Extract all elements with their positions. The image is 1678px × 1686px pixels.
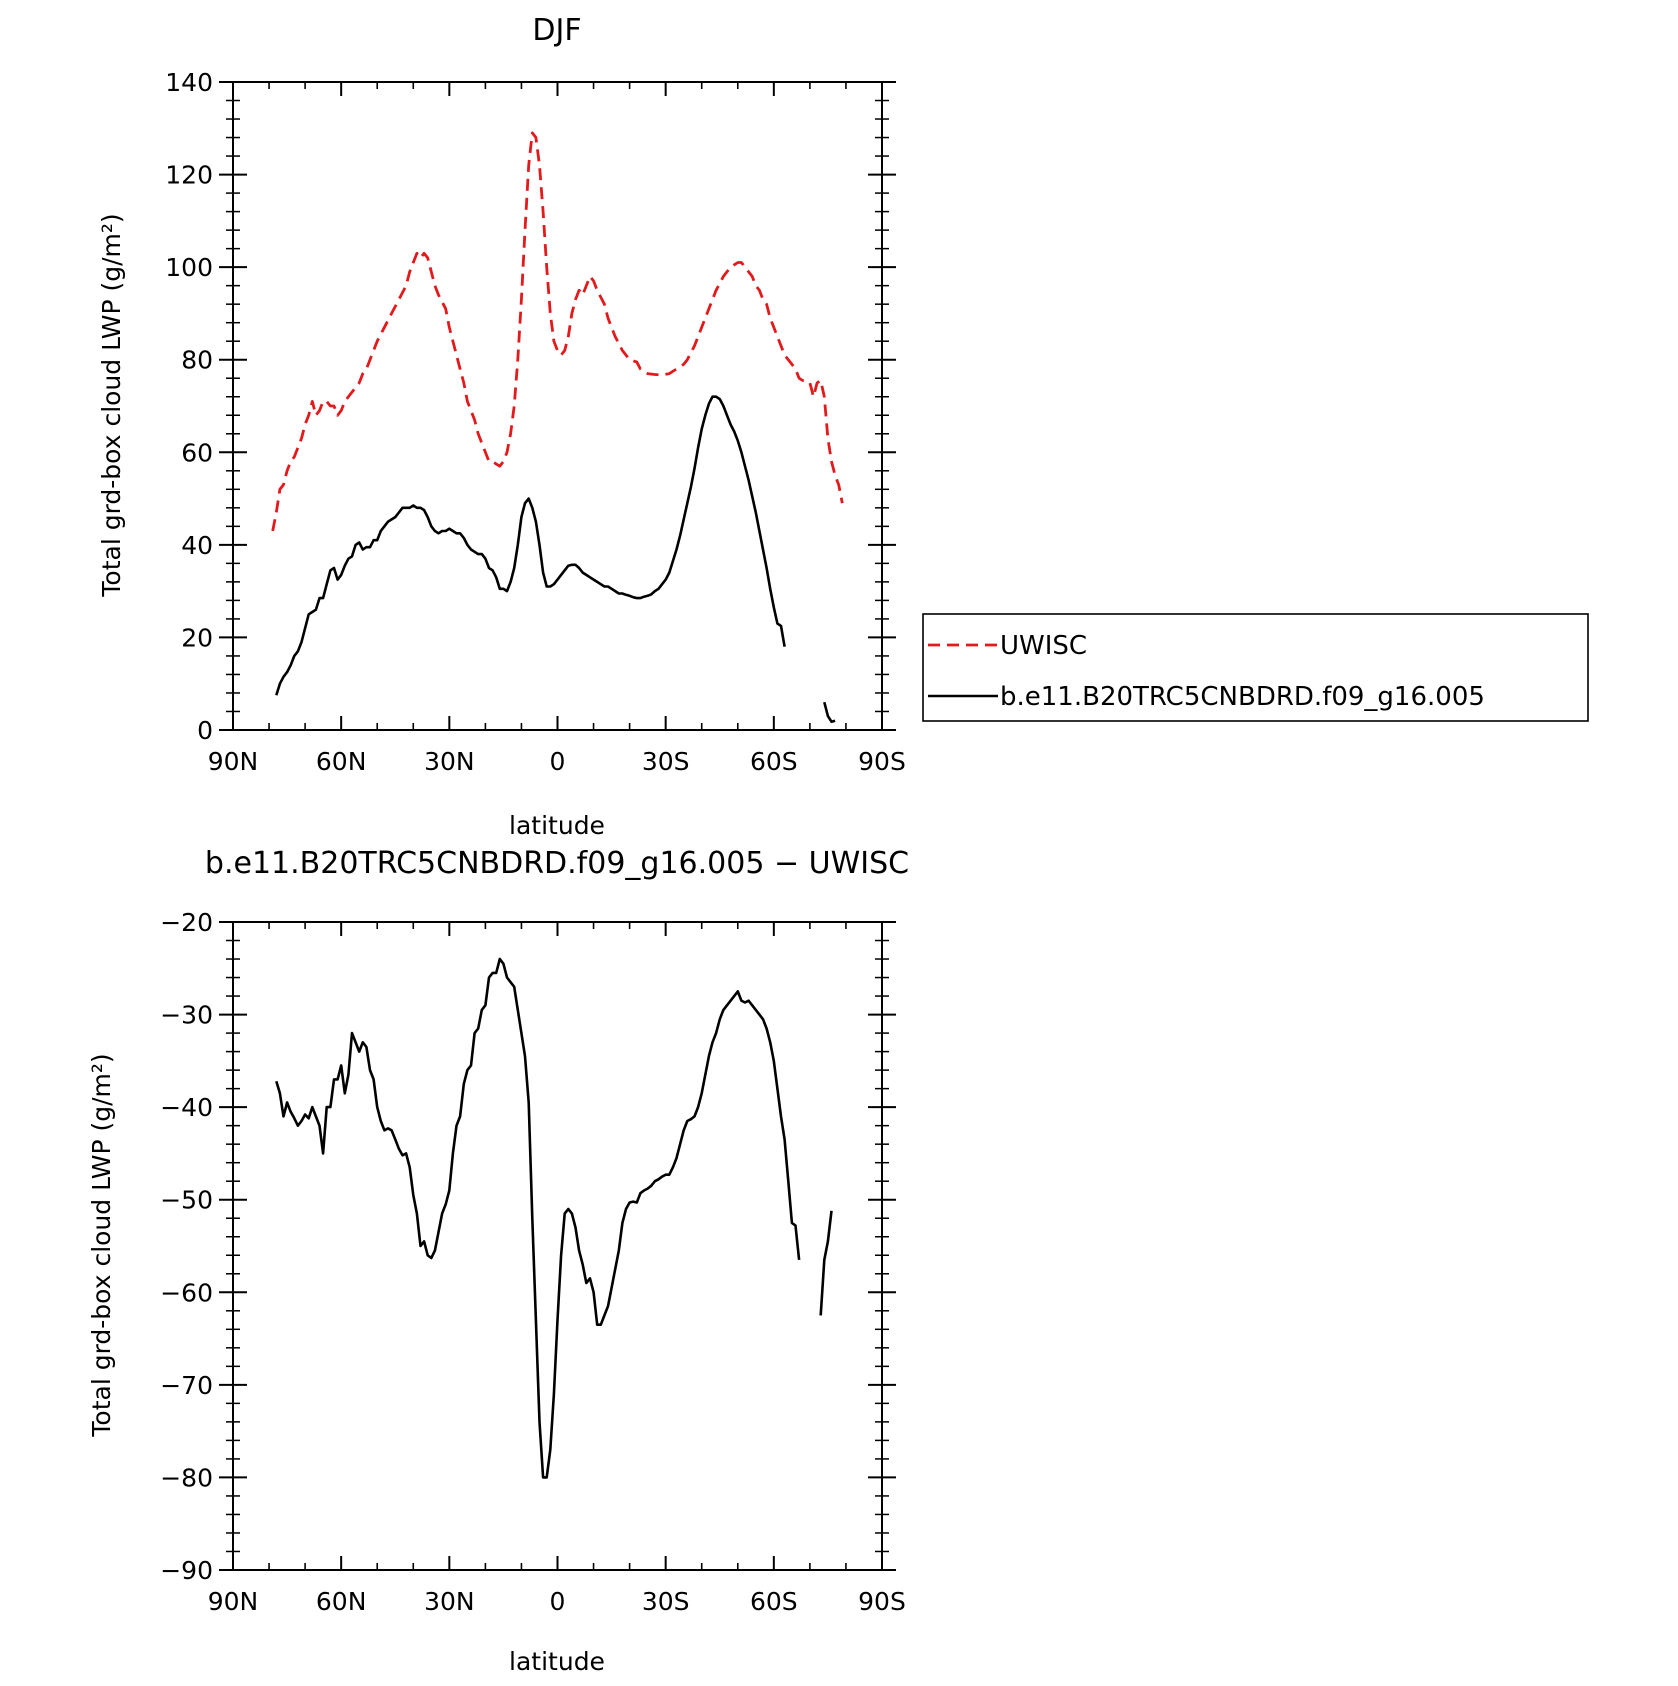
bottom-xtick-label: 30S	[642, 1587, 690, 1616]
bottom-xtick-label: 90S	[858, 1587, 906, 1616]
top-series	[271, 131, 844, 724]
top-tick-labels: 90N 60N 30N 0 30S 60S 90S 0 20 40 60 80 100 120 140	[165, 68, 906, 776]
bottom-panel: b.e11.B20TRC5CNBDRD.f09_g16.005 − UWISC …	[87, 846, 909, 1676]
bottom-xtick-label: 60S	[750, 1587, 798, 1616]
top-chart-title: DJF	[532, 13, 581, 48]
bottom-x-axis-label: latitude	[509, 1647, 605, 1676]
top-ytick-label: 60	[181, 438, 213, 467]
bottom-ytick-label: −90	[160, 1556, 213, 1585]
top-xtick-label: 60N	[316, 747, 367, 776]
top-ytick-label: 0	[197, 716, 213, 745]
top-xtick-label: 0	[550, 747, 566, 776]
bottom-ytick-label: −70	[160, 1371, 213, 1400]
top-y-axis-label: Total grd-box cloud LWP (g/m²)	[97, 213, 126, 597]
bottom-series	[275, 957, 833, 1479]
top-xtick-label: 30N	[424, 747, 475, 776]
top-series-line-uwisc-0	[271, 131, 844, 532]
bottom-series-line-model-1	[819, 1210, 833, 1316]
top-xtick-label: 90N	[208, 747, 259, 776]
bottom-ytick-label: −80	[160, 1463, 213, 1492]
top-ytick-label: 20	[181, 623, 213, 652]
top-series-line-model-0	[275, 395, 786, 696]
bottom-tick-labels: 90N 60N 30N 0 30S 60S 90S −90 −80 −70 −60 −50 −40 −30…	[160, 908, 906, 1616]
top-xtick-label: 60S	[750, 747, 798, 776]
top-ytick-label: 120	[165, 161, 213, 190]
top-panel: DJF Total grd-box cloud LWP (g/m²) latit…	[97, 13, 906, 840]
bottom-series-line-model-0	[275, 957, 801, 1479]
top-series-line-model-1	[823, 701, 836, 724]
top-x-axis-label: latitude	[509, 811, 605, 840]
top-xtick-label: 30S	[642, 747, 690, 776]
bottom-xtick-label: 0	[550, 1587, 566, 1616]
bottom-xtick-label: 60N	[316, 1587, 367, 1616]
bottom-ytick-label: −30	[160, 1001, 213, 1030]
legend: UWISC b.e11.B20TRC5CNBDRD.f09_g16.005	[922, 613, 1589, 722]
bottom-chart-title: b.e11.B20TRC5CNBDRD.f09_g16.005 − UWISC	[205, 846, 909, 881]
legend-label-uwisc: UWISC	[1000, 631, 1087, 661]
bottom-xtick-label: 90N	[208, 1587, 259, 1616]
bottom-ytick-label: −60	[160, 1278, 213, 1307]
bottom-ytick-label: −20	[160, 908, 213, 937]
top-plot-frame	[232, 81, 883, 731]
top-ytick-label: 40	[181, 531, 213, 560]
top-ytick-label: 140	[165, 68, 213, 97]
bottom-y-axis-label: Total grd-box cloud LWP (g/m²)	[87, 1053, 116, 1437]
bottom-plot-frame	[232, 921, 883, 1571]
legend-box	[922, 613, 1589, 722]
bottom-ytick-label: −50	[160, 1186, 213, 1215]
top-ytick-label: 80	[181, 346, 213, 375]
legend-label-model: b.e11.B20TRC5CNBDRD.f09_g16.005	[1000, 682, 1485, 712]
bottom-xtick-label: 30N	[424, 1587, 475, 1616]
top-xtick-label: 90S	[858, 747, 906, 776]
top-ytick-label: 100	[165, 253, 213, 282]
bottom-ytick-label: −40	[160, 1093, 213, 1122]
